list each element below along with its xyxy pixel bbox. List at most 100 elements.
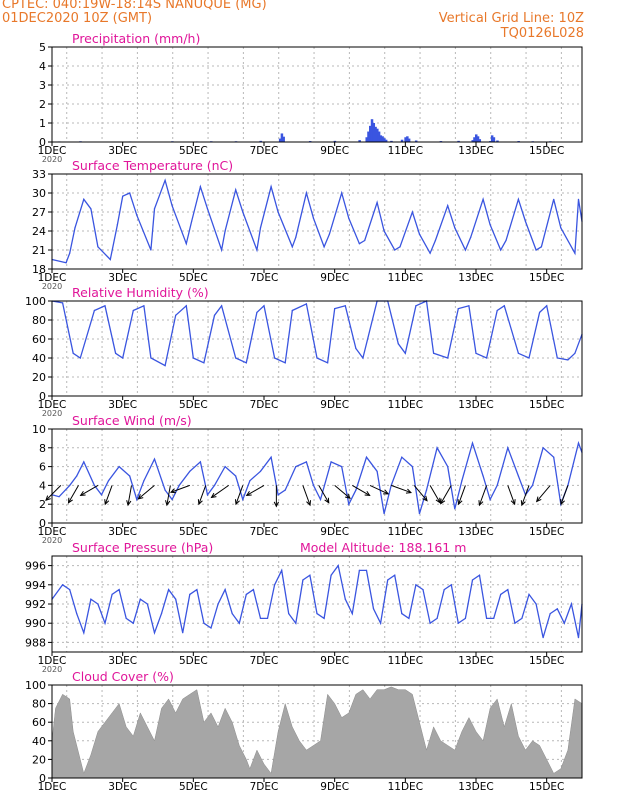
wind-point	[319, 498, 322, 501]
wind-vector	[166, 485, 171, 506]
temp-y-tick-label: 18	[32, 263, 46, 276]
temp-point	[429, 252, 431, 254]
wind-point	[330, 461, 332, 463]
wind-point	[376, 470, 378, 472]
wind-x-tick-label: 1DEC	[38, 526, 67, 538]
rh-year-label: 2020	[42, 409, 62, 418]
wind-vector-head	[364, 490, 371, 496]
wind-point	[365, 456, 368, 458]
pres-point	[259, 617, 262, 620]
rh-point	[143, 305, 145, 307]
pres-point	[196, 589, 198, 591]
temp-x-tick-label: 9DEC	[320, 272, 349, 284]
rh-point	[539, 311, 541, 313]
temp-point	[540, 246, 542, 248]
cloud-x-tick-label: 5DEC	[179, 781, 208, 793]
pres-point	[182, 632, 184, 634]
pres-x-tick-label: 11DEC	[388, 655, 423, 667]
precip-bar	[370, 119, 374, 142]
pres-point	[365, 569, 368, 572]
wind-vector-head	[345, 493, 351, 499]
rh-point	[79, 357, 81, 359]
rh-point	[344, 305, 346, 307]
rh-point	[213, 314, 216, 316]
rh-x-tick-label: 3DEC	[108, 399, 137, 411]
wind-vector	[211, 484, 229, 498]
pres-point	[309, 574, 311, 576]
pres-point	[281, 569, 283, 572]
temp-point	[447, 205, 449, 207]
pres-point	[535, 603, 537, 605]
rh-y-tick-label: 100	[25, 295, 46, 308]
rh-point	[397, 343, 399, 345]
precip-bar	[473, 137, 476, 142]
temp-point	[434, 239, 436, 242]
wind-vector	[369, 484, 389, 495]
pres-point	[139, 598, 141, 600]
temp-point	[535, 249, 537, 251]
wind-point	[69, 484, 71, 486]
temp-panel	[48, 173, 583, 273]
pres-point	[478, 574, 481, 576]
pres-year-label: 2020	[42, 665, 62, 674]
precip-bar	[475, 134, 478, 142]
rh-point	[203, 362, 205, 364]
pres-point	[471, 579, 474, 581]
wind-point	[531, 484, 534, 486]
pres-point	[486, 617, 488, 620]
rh-point	[334, 308, 336, 310]
temp-point	[505, 239, 507, 242]
cloud-panel	[48, 684, 583, 782]
rh-point	[503, 305, 505, 307]
pres-x-tick-label: 5DEC	[179, 655, 208, 667]
precip-bar	[383, 138, 386, 142]
rh-series-line	[51, 300, 583, 367]
rh-point	[235, 357, 237, 359]
chart-header: CPTEC: 040:19W-18:14S NANUQUE (MG) 01DEC…	[0, 0, 618, 44]
wind-point	[199, 461, 201, 463]
wind-vector	[560, 485, 569, 505]
pres-point	[69, 589, 71, 591]
temp-point	[383, 230, 385, 232]
pres-x-tick-label: 1DEC	[38, 655, 67, 667]
precip-bar	[407, 138, 411, 142]
wind-title: Surface Wind (m/s)	[72, 413, 192, 428]
temp-point	[69, 252, 71, 254]
rh-point	[274, 357, 276, 359]
temp-x-tick-label: 13DEC	[458, 272, 493, 284]
pres-point	[549, 613, 551, 615]
temp-point	[65, 262, 67, 264]
pres-point	[90, 598, 92, 600]
wind-point	[507, 447, 509, 449]
cloud-x-tick-label: 7DEC	[250, 781, 279, 793]
wind-x-tick-label: 5DEC	[179, 526, 208, 538]
pres-x-tick-label: 7DEC	[250, 655, 279, 667]
temp-point	[553, 198, 555, 200]
precip-bar	[471, 140, 474, 142]
rh-point	[556, 357, 558, 359]
wind-vector	[302, 485, 311, 506]
precip-x-tick-label: 3DEC	[108, 145, 137, 157]
pres-point	[76, 613, 78, 615]
rh-point	[305, 303, 307, 305]
wind-vector-head	[324, 497, 330, 504]
rh-point	[327, 362, 329, 364]
wind-vector	[521, 485, 530, 506]
pres-x-tick-label: 3DEC	[108, 655, 137, 667]
temp-point	[328, 233, 330, 235]
wind-vector	[68, 485, 79, 503]
wind-vector-head	[435, 497, 441, 504]
wind-point	[129, 475, 131, 477]
rh-point	[185, 305, 187, 307]
temp-point	[83, 198, 85, 200]
pres-point	[160, 613, 163, 615]
rh-point	[415, 305, 417, 307]
precip-title: Precipitation (mm/h)	[72, 31, 200, 46]
wind-point	[436, 447, 438, 449]
pres-point	[302, 579, 304, 581]
wind-panel	[45, 428, 583, 527]
temp-point	[577, 198, 580, 200]
temp-point	[470, 236, 472, 238]
pres-y-tick-label: 994	[25, 579, 46, 592]
